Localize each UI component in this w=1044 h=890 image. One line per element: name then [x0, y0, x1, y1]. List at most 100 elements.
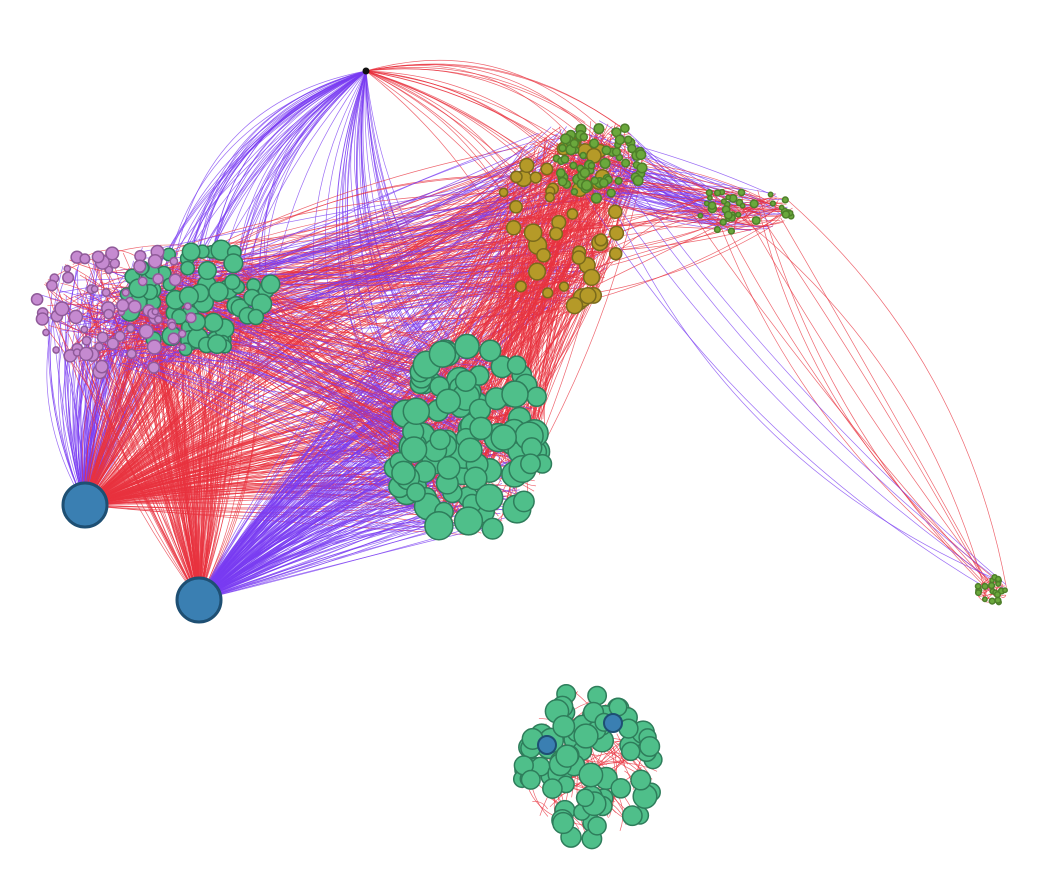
- large-teal-cluster: [383, 333, 553, 541]
- graph-node: [178, 343, 187, 352]
- graph-node: [555, 168, 566, 179]
- graph-node: [208, 281, 229, 302]
- graph-edge: [121, 363, 445, 447]
- graph-edge: [787, 199, 1007, 588]
- graph-edge: [532, 801, 548, 810]
- graph-edge: [201, 70, 367, 260]
- graph-node: [42, 328, 50, 337]
- graph-node: [94, 359, 109, 374]
- graph-node: [751, 215, 761, 226]
- graph-edge: [162, 70, 367, 301]
- graph-node: [767, 191, 774, 198]
- graph-edge: [187, 340, 214, 601]
- bottom-teal-component: [512, 683, 663, 850]
- graph-node: [974, 582, 982, 590]
- graph-node: [713, 189, 722, 197]
- graph-node: [571, 250, 587, 265]
- graph-edge: [575, 141, 1007, 591]
- graph-node: [608, 246, 623, 261]
- graph-node: [106, 337, 120, 350]
- graph-node: [598, 177, 609, 188]
- graph-node: [580, 179, 593, 192]
- graph-edge: [765, 224, 988, 587]
- graph-node: [424, 510, 454, 541]
- graph-node: [203, 312, 224, 333]
- graph-node: [536, 247, 551, 263]
- graph-edge: [209, 241, 552, 258]
- hub-node-top-black: [362, 67, 370, 75]
- graph-node: [147, 253, 163, 269]
- graph-edge: [184, 70, 367, 251]
- graph-edge: [589, 133, 997, 579]
- graph-edge: [718, 221, 989, 580]
- graph-node: [90, 285, 99, 293]
- graph-edge: [198, 316, 272, 601]
- graph-edge: [582, 189, 994, 593]
- graph-node: [62, 271, 75, 284]
- graph-node: [30, 293, 44, 306]
- graph-node: [510, 170, 523, 184]
- graph-edge: [125, 342, 200, 601]
- graph-edge: [518, 202, 556, 250]
- graph-edge: [526, 201, 601, 217]
- graph-node: [152, 273, 164, 285]
- graph-node: [769, 200, 777, 207]
- graph-node: [94, 341, 104, 352]
- graph-node: [146, 339, 163, 355]
- graph-edge: [77, 310, 100, 506]
- graph-node: [589, 138, 600, 149]
- graph-edge: [556, 213, 713, 235]
- graph-node: [429, 428, 451, 451]
- graph-edge: [613, 200, 725, 225]
- graph-node: [116, 298, 130, 313]
- graph-edge: [569, 223, 614, 249]
- graph-edge: [58, 311, 86, 506]
- graph-edge: [365, 70, 568, 144]
- graph-node: [501, 380, 529, 408]
- graph-edge: [198, 237, 550, 601]
- graph-node: [529, 171, 542, 184]
- graph-node: [994, 575, 1002, 583]
- hub-node-bottom: [175, 576, 223, 624]
- graph-node: [995, 580, 1002, 587]
- graph-node: [454, 333, 480, 360]
- graph-edge: [691, 212, 987, 582]
- graph-node: [608, 204, 623, 220]
- graph-node: [610, 777, 632, 799]
- graph-edge: [742, 207, 1000, 595]
- graph-edge: [365, 70, 536, 165]
- graph-node: [177, 329, 187, 339]
- graph-edge: [599, 136, 1007, 585]
- graph-edge: [265, 318, 403, 442]
- graph-node: [578, 762, 604, 788]
- graph-node: [569, 161, 578, 170]
- graph-edge: [118, 352, 496, 447]
- graph-edge: [76, 306, 82, 310]
- graph-node: [81, 335, 92, 346]
- graph-edge: [365, 68, 592, 145]
- graph-edge: [91, 329, 152, 348]
- graph-node: [781, 210, 791, 219]
- graph-node: [552, 811, 575, 835]
- graph-node: [560, 133, 572, 145]
- graph-node: [121, 288, 130, 297]
- graph-node: [579, 286, 597, 305]
- graph-node: [575, 788, 595, 808]
- graph-edge: [139, 178, 544, 253]
- graph-node: [105, 246, 120, 261]
- graph-node: [520, 769, 541, 790]
- top-green-cluster: [552, 123, 648, 204]
- graph-node: [224, 273, 241, 291]
- graph-node: [988, 597, 996, 605]
- graph-node: [781, 196, 789, 204]
- graph-node: [555, 744, 579, 768]
- graph-node: [981, 582, 989, 590]
- graph-node: [725, 194, 732, 201]
- graph-edge: [45, 282, 200, 601]
- graph-edge: [710, 195, 994, 594]
- graph-edge: [95, 296, 436, 477]
- graph-node: [606, 188, 616, 198]
- graph-node: [552, 714, 576, 738]
- graph-node: [151, 307, 160, 316]
- graph-node: [569, 138, 579, 149]
